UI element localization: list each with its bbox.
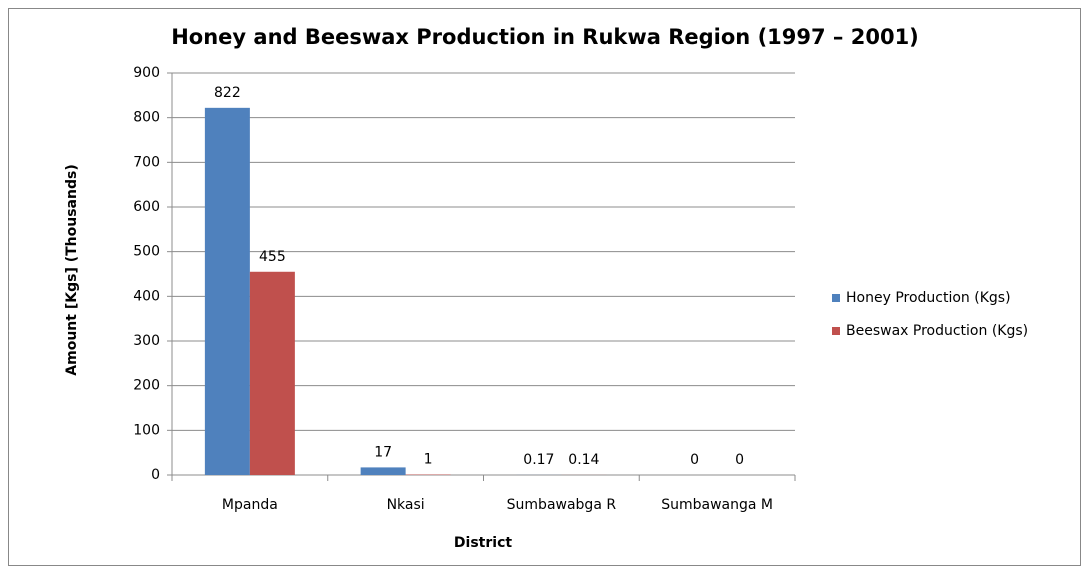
y-tick-label: 0 xyxy=(151,467,160,483)
x-axis-title: District xyxy=(454,535,512,551)
legend-swatch xyxy=(832,327,840,335)
y-axis-title: Amount [Kgs] (Thousands) xyxy=(64,164,80,375)
x-tick-label: Sumbawabga R xyxy=(507,497,617,513)
x-tick-label: Nkasi xyxy=(387,497,425,513)
data-label: 0.14 xyxy=(568,452,599,468)
legend-swatch xyxy=(832,294,840,302)
data-label: 455 xyxy=(259,249,286,265)
legend-label: Beeswax Production (Kgs) xyxy=(846,323,1028,339)
y-tick-label: 700 xyxy=(133,154,160,170)
x-tick-label: Mpanda xyxy=(222,497,278,513)
data-label: 1 xyxy=(424,452,433,468)
chart-frame xyxy=(8,8,1081,566)
data-label: 0.17 xyxy=(523,452,554,468)
y-tick-label: 400 xyxy=(133,288,160,304)
y-tick-label: 200 xyxy=(133,378,160,394)
bar xyxy=(204,107,250,475)
data-label: 17 xyxy=(374,444,392,460)
y-tick-label: 800 xyxy=(133,110,160,126)
x-tick-label: Sumbawanga M xyxy=(661,497,773,513)
y-tick-label: 600 xyxy=(133,199,160,215)
y-tick-label: 100 xyxy=(133,422,160,438)
y-tick-label: 900 xyxy=(133,65,160,81)
chart-title: Honey and Beeswax Production in Rukwa Re… xyxy=(171,25,919,49)
legend-label: Honey Production (Kgs) xyxy=(846,290,1011,306)
y-tick-label: 300 xyxy=(133,333,160,349)
data-label: 822 xyxy=(214,85,241,101)
data-label: 0 xyxy=(735,452,744,468)
data-label: 0 xyxy=(690,452,699,468)
bar xyxy=(360,467,406,475)
bar xyxy=(249,271,295,475)
y-tick-label: 500 xyxy=(133,244,160,260)
